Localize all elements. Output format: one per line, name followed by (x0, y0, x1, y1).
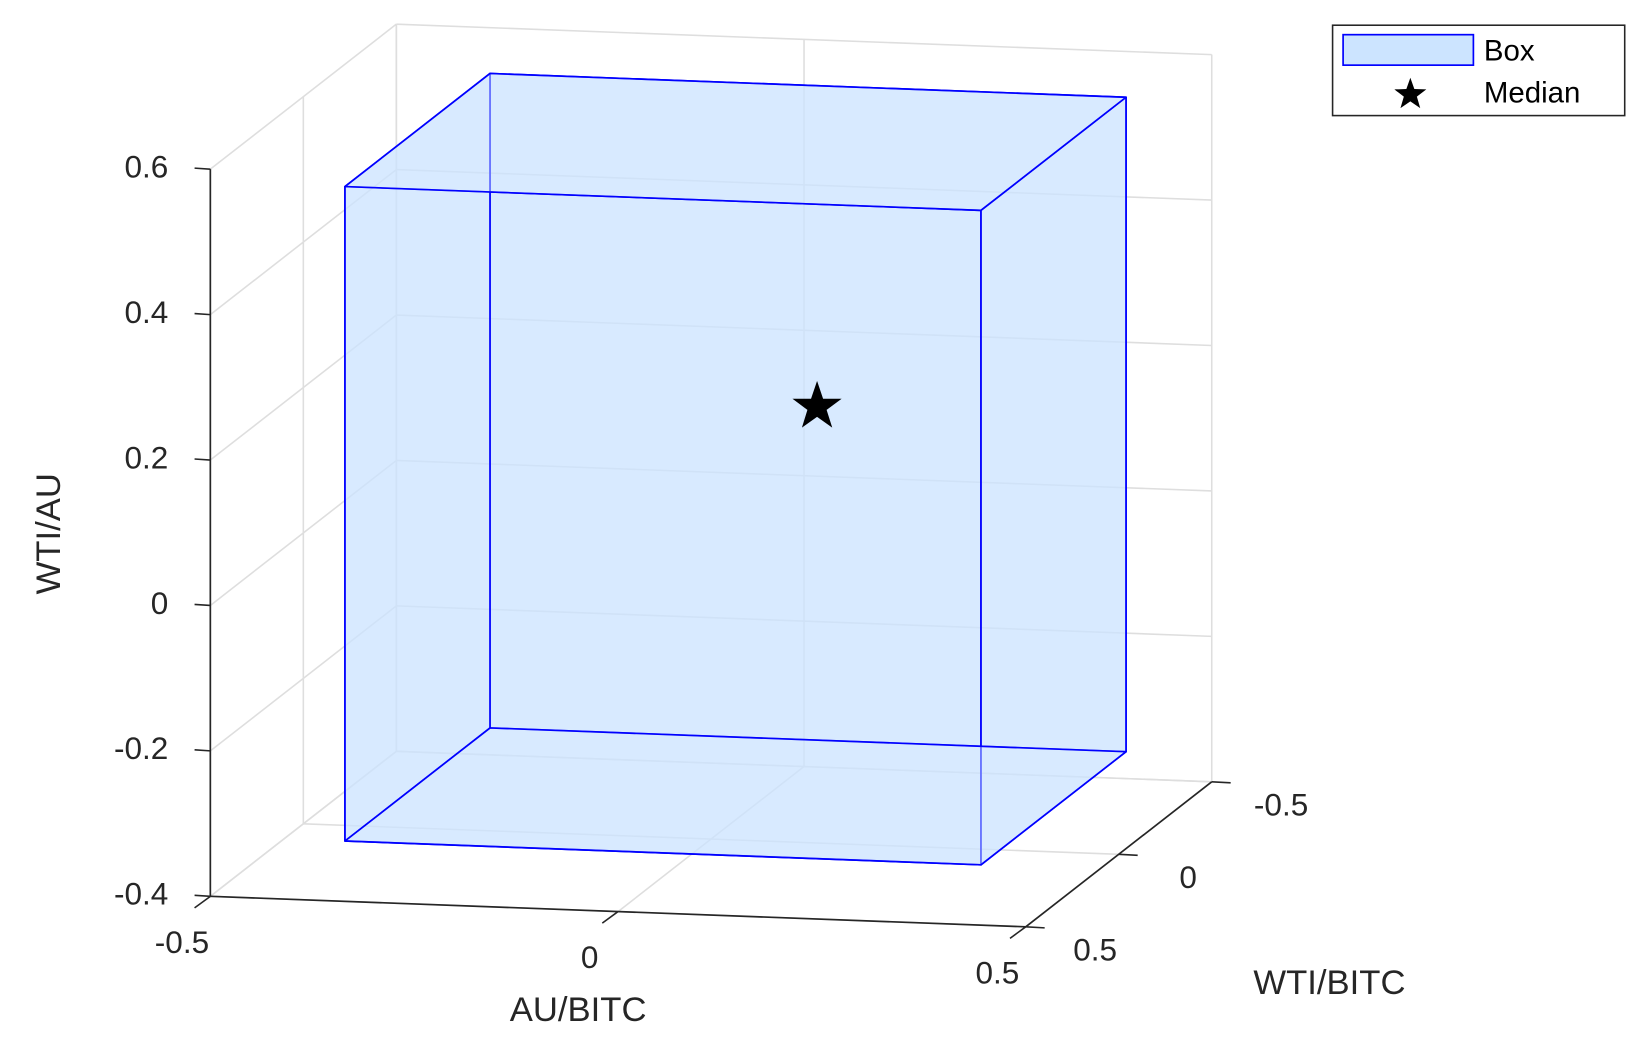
grid-line (396, 23, 1212, 56)
y-tick-label: 0 (1179, 859, 1197, 895)
z-tick-label: 0.2 (124, 439, 168, 475)
z-tick-label: 0 (151, 585, 169, 621)
tick-mark (1211, 781, 1231, 784)
x-tick-label: -0.5 (155, 924, 209, 960)
legend: Box Median (1331, 24, 1626, 117)
legend-marker (1394, 77, 1427, 109)
z-tick-label: 0.6 (124, 149, 168, 185)
y-tick-label: -0.5 (1254, 786, 1308, 822)
plot-area (344, 72, 1127, 866)
tick-mark (1009, 926, 1027, 939)
x-axis-label: AU/BITC (510, 991, 647, 1029)
tick-mark (194, 895, 211, 909)
y-axis-label: WTI/BITC (1253, 964, 1405, 1002)
z-tick-label: 0.4 (124, 294, 168, 330)
box-face (344, 727, 1127, 866)
median-marker (792, 380, 842, 428)
box-face (344, 72, 1127, 212)
legend-label: Median (1484, 76, 1580, 109)
tick-mark (194, 312, 211, 316)
tick-mark (601, 910, 619, 924)
tick-mark (1025, 926, 1045, 929)
z-tick-label: -0.4 (114, 876, 168, 912)
x-tick-label: 0.5 (975, 954, 1019, 990)
y-tick-label: 0.5 (1073, 931, 1117, 967)
axes: -0.5 0 0.5 -0.5 0 0.5 -0.4 -0.2 0 0.2 0.4 0.6 (114, 149, 1308, 991)
tick-mark (194, 749, 211, 752)
tick-mark (194, 458, 211, 461)
x-tick-label: 0 (581, 939, 599, 975)
legend-label: Box (1484, 34, 1535, 67)
z-axis-label: WTI/AU (30, 473, 68, 594)
tick-mark (194, 894, 211, 898)
grid-line (209, 23, 397, 170)
legend-box (1331, 24, 1626, 117)
tick-mark (194, 603, 211, 607)
tick-mark (194, 167, 211, 170)
tick-mark (1118, 853, 1138, 857)
legend-swatch (1342, 33, 1475, 66)
z-tick-label: -0.2 (114, 730, 168, 766)
